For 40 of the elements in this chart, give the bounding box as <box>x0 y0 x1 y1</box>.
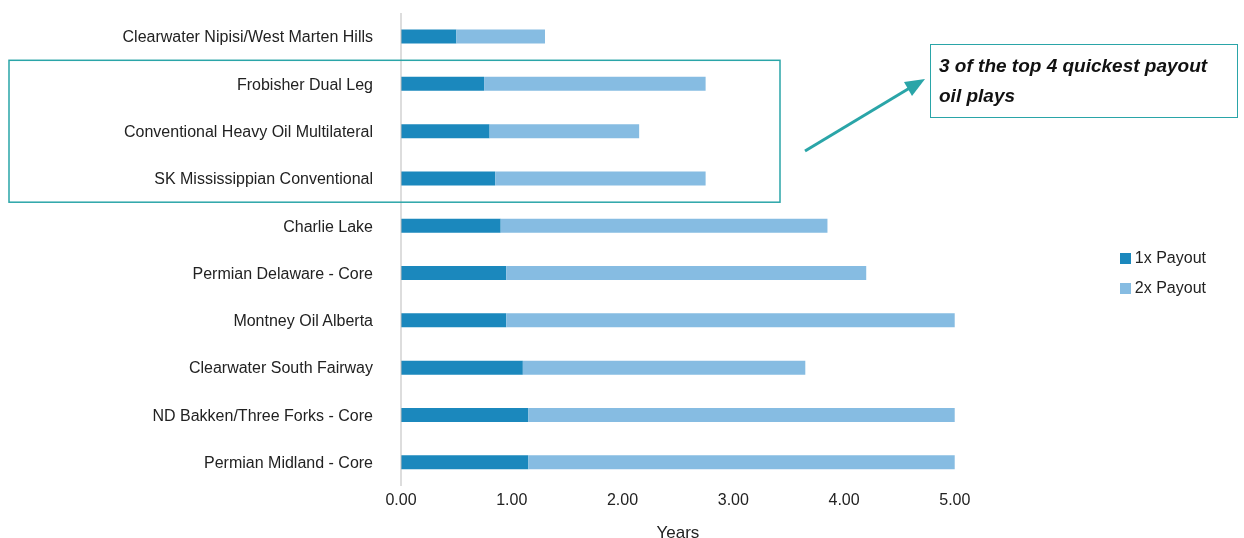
bar <box>528 407 955 422</box>
bar <box>495 171 706 186</box>
y-tick-label: Clearwater South Fairway <box>188 359 373 377</box>
bar <box>401 266 507 281</box>
bar <box>528 455 955 470</box>
y-tick-label: Montney Oil Alberta <box>233 312 374 330</box>
y-tick-label: ND Bakken/Three Forks - Core <box>152 406 374 424</box>
legend-label: 2x Payout <box>1134 279 1206 296</box>
y-tick-label: Clearwater Nipisi/West Marten Hills <box>122 28 373 46</box>
x-tick-label: 5.00 <box>939 491 971 509</box>
bar <box>401 360 523 375</box>
x-tick-label: 4.00 <box>828 491 860 509</box>
x-tick-label: 0.00 <box>385 491 417 509</box>
y-tick-label: Charlie Lake <box>283 217 374 235</box>
y-tick-label: Conventional Heavy Oil Multilateral <box>124 122 373 140</box>
y-tick-label: SK Mississippian Conventional <box>154 170 373 188</box>
bar <box>506 266 867 281</box>
bar <box>456 29 545 44</box>
x-axis-title: Years <box>656 523 700 538</box>
y-tick-label: Permian Midland - Core <box>204 454 374 472</box>
bar <box>522 360 806 375</box>
bar <box>484 76 706 91</box>
x-tick-label: 3.00 <box>717 491 749 509</box>
bar <box>401 313 507 328</box>
bar <box>506 313 955 328</box>
bar <box>401 455 529 470</box>
bar <box>500 218 828 233</box>
y-tick-label: Permian Delaware - Core <box>192 264 374 282</box>
bar <box>401 76 485 91</box>
legend-label: 1x Payout <box>1134 249 1206 266</box>
bar <box>489 124 640 139</box>
x-tick-label: 1.00 <box>496 491 528 509</box>
bar <box>401 124 490 139</box>
bar <box>401 29 457 44</box>
bar <box>401 171 496 186</box>
annotation: 3 of the top 4 quickest payout oil plays <box>930 44 1238 118</box>
bar <box>401 407 529 422</box>
y-tick-label: Frobisher Dual Leg <box>236 75 373 93</box>
x-tick-label: 2.00 <box>606 491 639 509</box>
bar <box>401 218 501 233</box>
